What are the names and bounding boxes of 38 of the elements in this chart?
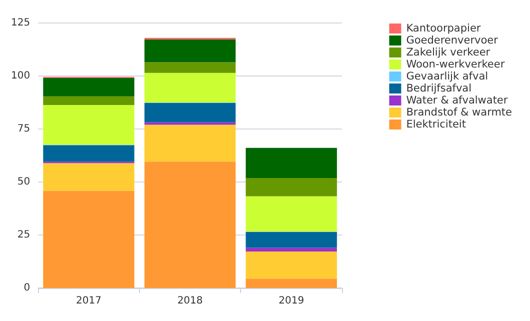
legend-label: Gevaarlijk afval bbox=[406, 70, 488, 82]
legend-label: Kantoorpapier bbox=[406, 22, 482, 34]
bar bbox=[144, 124, 236, 162]
bar bbox=[246, 196, 337, 232]
bar bbox=[43, 78, 134, 96]
bar bbox=[144, 122, 236, 125]
bar bbox=[144, 62, 236, 73]
bar bbox=[43, 145, 134, 162]
y-tick-label: 100 bbox=[10, 70, 30, 82]
y-tick-label: 75 bbox=[17, 124, 30, 134]
bar bbox=[144, 72, 236, 102]
y-tick-label: 0 bbox=[24, 282, 30, 294]
bar bbox=[144, 39, 236, 62]
legend-label: Woon-werkverkeer bbox=[406, 58, 506, 70]
legend-label: Goederenvervoer bbox=[406, 34, 499, 46]
y-tick-label: 125 bbox=[10, 18, 30, 28]
bar bbox=[246, 148, 337, 178]
bar bbox=[144, 102, 236, 122]
legend-label: Zakelijk verkeer bbox=[406, 46, 491, 58]
bar bbox=[246, 278, 337, 288]
legend-label: Brandstof & warmte bbox=[406, 106, 512, 118]
bar bbox=[43, 190, 134, 288]
bar bbox=[43, 163, 134, 191]
legend-label: Water & afvalwater bbox=[406, 94, 508, 106]
bar bbox=[43, 96, 134, 106]
legend-label: Bedrijfsafval bbox=[406, 82, 472, 94]
y-tick-label: 25 bbox=[17, 230, 30, 240]
bar bbox=[43, 105, 134, 145]
x-tick-label: 2018 bbox=[177, 296, 203, 306]
x-tick-label: 2019 bbox=[278, 296, 304, 306]
bar bbox=[144, 162, 236, 288]
bar bbox=[246, 248, 337, 252]
bar bbox=[246, 178, 337, 196]
bar bbox=[246, 252, 337, 279]
y-tick-label: 50 bbox=[17, 176, 30, 188]
bar bbox=[246, 232, 337, 248]
legend-label: Elektriciteit bbox=[406, 118, 466, 130]
x-tick-label: 2017 bbox=[76, 296, 102, 306]
